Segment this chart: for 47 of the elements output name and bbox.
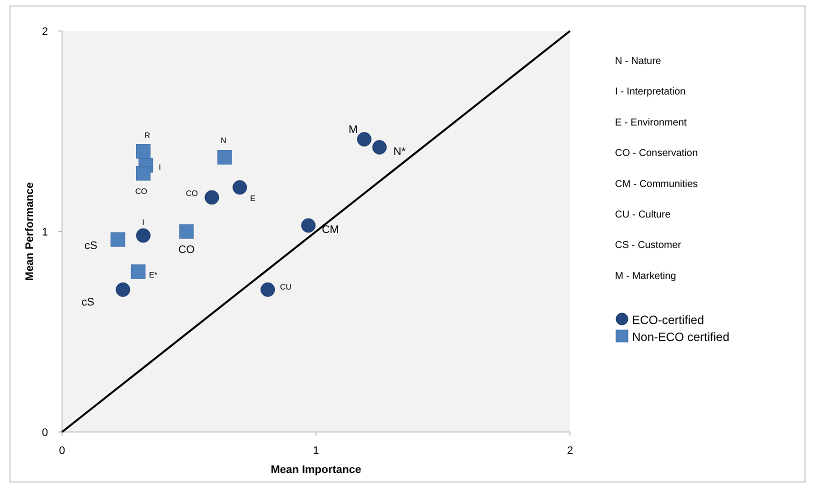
text: M - Marketing — [615, 270, 676, 282]
point — [372, 140, 387, 155]
point — [179, 224, 194, 239]
annotation: M — [348, 124, 358, 136]
annotation: E — [250, 194, 256, 204]
y-tick-label: 1 — [42, 226, 48, 238]
annotation: E* — [148, 270, 158, 280]
text: CU - Culture — [615, 210, 672, 220]
annotation: N* — [393, 146, 406, 158]
annotation: CU — [280, 282, 292, 292]
text: N - Nature — [615, 56, 662, 67]
point — [232, 180, 248, 195]
annotation: cS — [82, 296, 94, 308]
point — [260, 282, 275, 297]
text: I - Interpretation — [615, 86, 686, 98]
text: CO - Conservation — [615, 148, 698, 160]
point — [136, 166, 151, 181]
y-axis-title: Mean Performance — [24, 182, 36, 281]
x-tick-label: 1 — [312, 445, 320, 457]
point — [217, 150, 232, 165]
point — [136, 228, 151, 243]
point — [136, 144, 151, 159]
point — [357, 132, 372, 147]
annotation: I — [158, 163, 161, 172]
annotation: CM — [322, 224, 339, 236]
annotation: I — [142, 218, 144, 228]
point — [130, 264, 146, 279]
point — [110, 232, 126, 247]
point — [301, 218, 316, 233]
point — [116, 282, 130, 297]
annotation: CO — [178, 244, 196, 256]
y-tick-label: 2 — [42, 26, 48, 38]
x-tick-label: 0 — [58, 445, 66, 457]
annotation: R — [144, 130, 150, 140]
point — [204, 190, 220, 205]
text: CM - Communities — [615, 178, 698, 190]
annotation: N — [220, 136, 227, 145]
text: E - Environment — [615, 117, 687, 128]
legend-label: ECO-certified — [632, 313, 704, 327]
text: CS - Customer — [615, 240, 682, 252]
x-tick-label: 2 — [566, 445, 574, 457]
legend-label: Non-ECO certified — [632, 330, 730, 344]
y-tick-label: 0 — [42, 427, 48, 439]
annotation: CO — [186, 189, 198, 198]
annotation: CO — [135, 187, 148, 196]
x-axis-title: Mean Importance — [270, 464, 362, 476]
annotation: cS — [84, 240, 98, 252]
